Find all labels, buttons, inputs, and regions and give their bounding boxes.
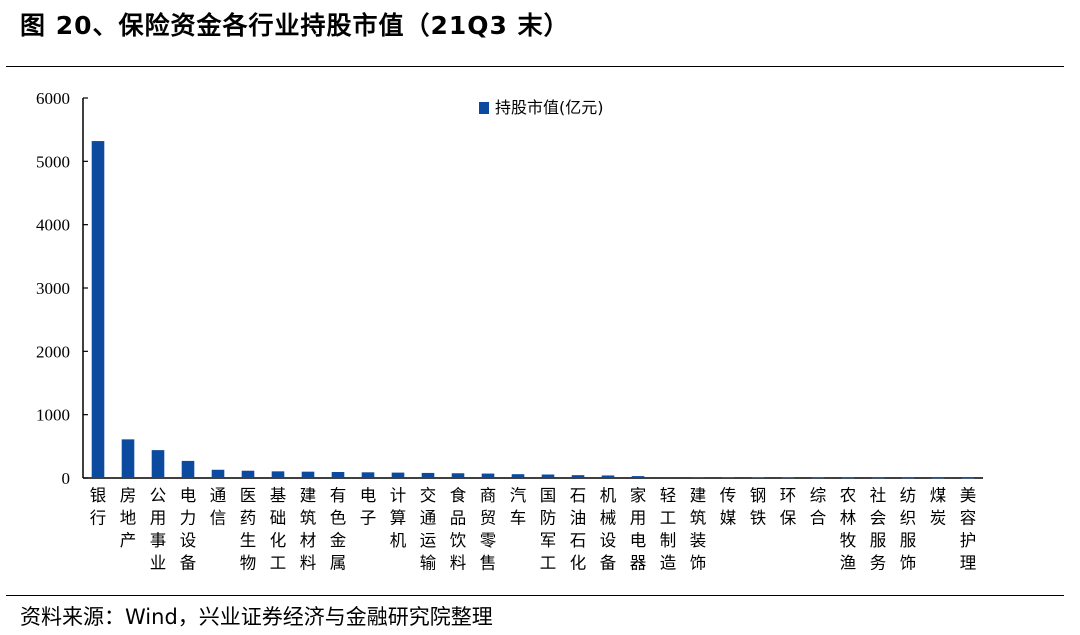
- bar: [121, 439, 135, 478]
- x-tick-label: 房地产: [120, 486, 137, 550]
- bar: [961, 477, 975, 479]
- x-tick-label: 公用事业: [150, 486, 167, 573]
- x-tick-label: 通信: [210, 486, 227, 528]
- source-note: 资料来源：Wind，兴业证券经济与金融研究院整理: [20, 605, 493, 629]
- x-tick-label: 社会服务: [870, 486, 887, 573]
- x-tick-label: 汽车: [510, 486, 527, 528]
- category-labels: 银行房地产公用事业电力设备通信医药生物基础化工建筑材料有色金属电子计算机交通运输…: [90, 486, 977, 573]
- x-tick-label: 交通运输: [420, 486, 437, 573]
- bar: [511, 474, 525, 478]
- legend: 持股市值(亿元): [479, 98, 604, 117]
- x-tick-label: 美容护理: [960, 486, 977, 573]
- bar: [871, 477, 885, 479]
- bar: [451, 473, 465, 478]
- source-divider: [6, 595, 1064, 596]
- bar: [901, 477, 915, 479]
- x-tick-label: 环保: [780, 486, 797, 528]
- bar: [421, 472, 435, 478]
- x-tick-label: 计算机: [390, 486, 407, 550]
- bar: [601, 475, 615, 478]
- x-tick-label: 建筑材料: [300, 486, 317, 573]
- bar: [241, 470, 255, 478]
- y-tick-label: 0: [62, 469, 71, 488]
- x-tick-label: 有色金属: [330, 486, 347, 573]
- legend-swatch: [479, 102, 489, 114]
- x-tick-label: 传媒: [720, 486, 737, 528]
- bar: [691, 477, 705, 478]
- x-tick-label: 纺织服饰: [900, 486, 917, 573]
- x-tick-label: 电子: [360, 486, 377, 528]
- x-tick-label: 基础化工: [270, 486, 287, 573]
- bar: [841, 477, 855, 479]
- title-divider: [6, 66, 1064, 67]
- y-tick-label: 5000: [36, 152, 70, 171]
- bar: [721, 477, 735, 478]
- bar: [931, 477, 945, 479]
- bar: [781, 477, 795, 479]
- x-tick-label: 国防军工: [540, 486, 557, 573]
- x-tick-label: 石油石化: [570, 486, 587, 573]
- x-tick-label: 医药生物: [240, 486, 257, 573]
- x-tick-label: 商贸零售: [480, 486, 497, 573]
- bar: [181, 460, 195, 478]
- x-tick-label: 建筑装饰: [690, 486, 707, 573]
- x-tick-label: 机械设备: [600, 486, 617, 573]
- x-tick-label: 综合: [810, 486, 827, 528]
- bar: [331, 471, 345, 478]
- bar: [361, 472, 375, 478]
- y-tick-label: 3000: [36, 279, 70, 298]
- bar: [811, 477, 825, 479]
- bar: [751, 477, 765, 479]
- bar: [631, 476, 645, 478]
- bar-chart: 0 1000 2000 3000 4000 5000 6000 银行房地产公用事业电力设备通…: [36, 89, 983, 573]
- bars: [91, 141, 975, 479]
- y-tick-label: 4000: [36, 216, 70, 235]
- bar: [211, 469, 225, 478]
- x-tick-label: 家用电器: [630, 486, 647, 573]
- chart-title: 图 20、保险资金各行业持股市值（21Q3 末）: [20, 11, 570, 40]
- bar: [271, 471, 285, 478]
- bar: [481, 473, 495, 478]
- x-tick-label: 煤炭: [930, 486, 947, 528]
- x-tick-label: 钢铁: [750, 486, 767, 528]
- y-tick-label: 6000: [36, 89, 70, 108]
- x-tick-label: 银行: [90, 486, 107, 528]
- bar: [151, 450, 165, 478]
- bar: [541, 474, 555, 478]
- bar: [91, 141, 105, 478]
- bar: [391, 472, 405, 478]
- y-tick-label: 2000: [36, 342, 70, 361]
- x-tick-label: 农林牧渔: [840, 486, 857, 573]
- bar: [571, 475, 585, 478]
- x-tick-label: 轻工制造: [660, 486, 677, 573]
- bar: [661, 477, 675, 478]
- y-tick-label: 1000: [36, 406, 70, 425]
- x-tick-label: 食品饮料: [450, 486, 467, 573]
- legend-label: 持股市值(亿元): [495, 98, 604, 117]
- x-tick-label: 电力设备: [180, 486, 197, 573]
- bar: [301, 471, 315, 478]
- y-axis: 0 1000 2000 3000 4000 5000 6000: [36, 89, 88, 488]
